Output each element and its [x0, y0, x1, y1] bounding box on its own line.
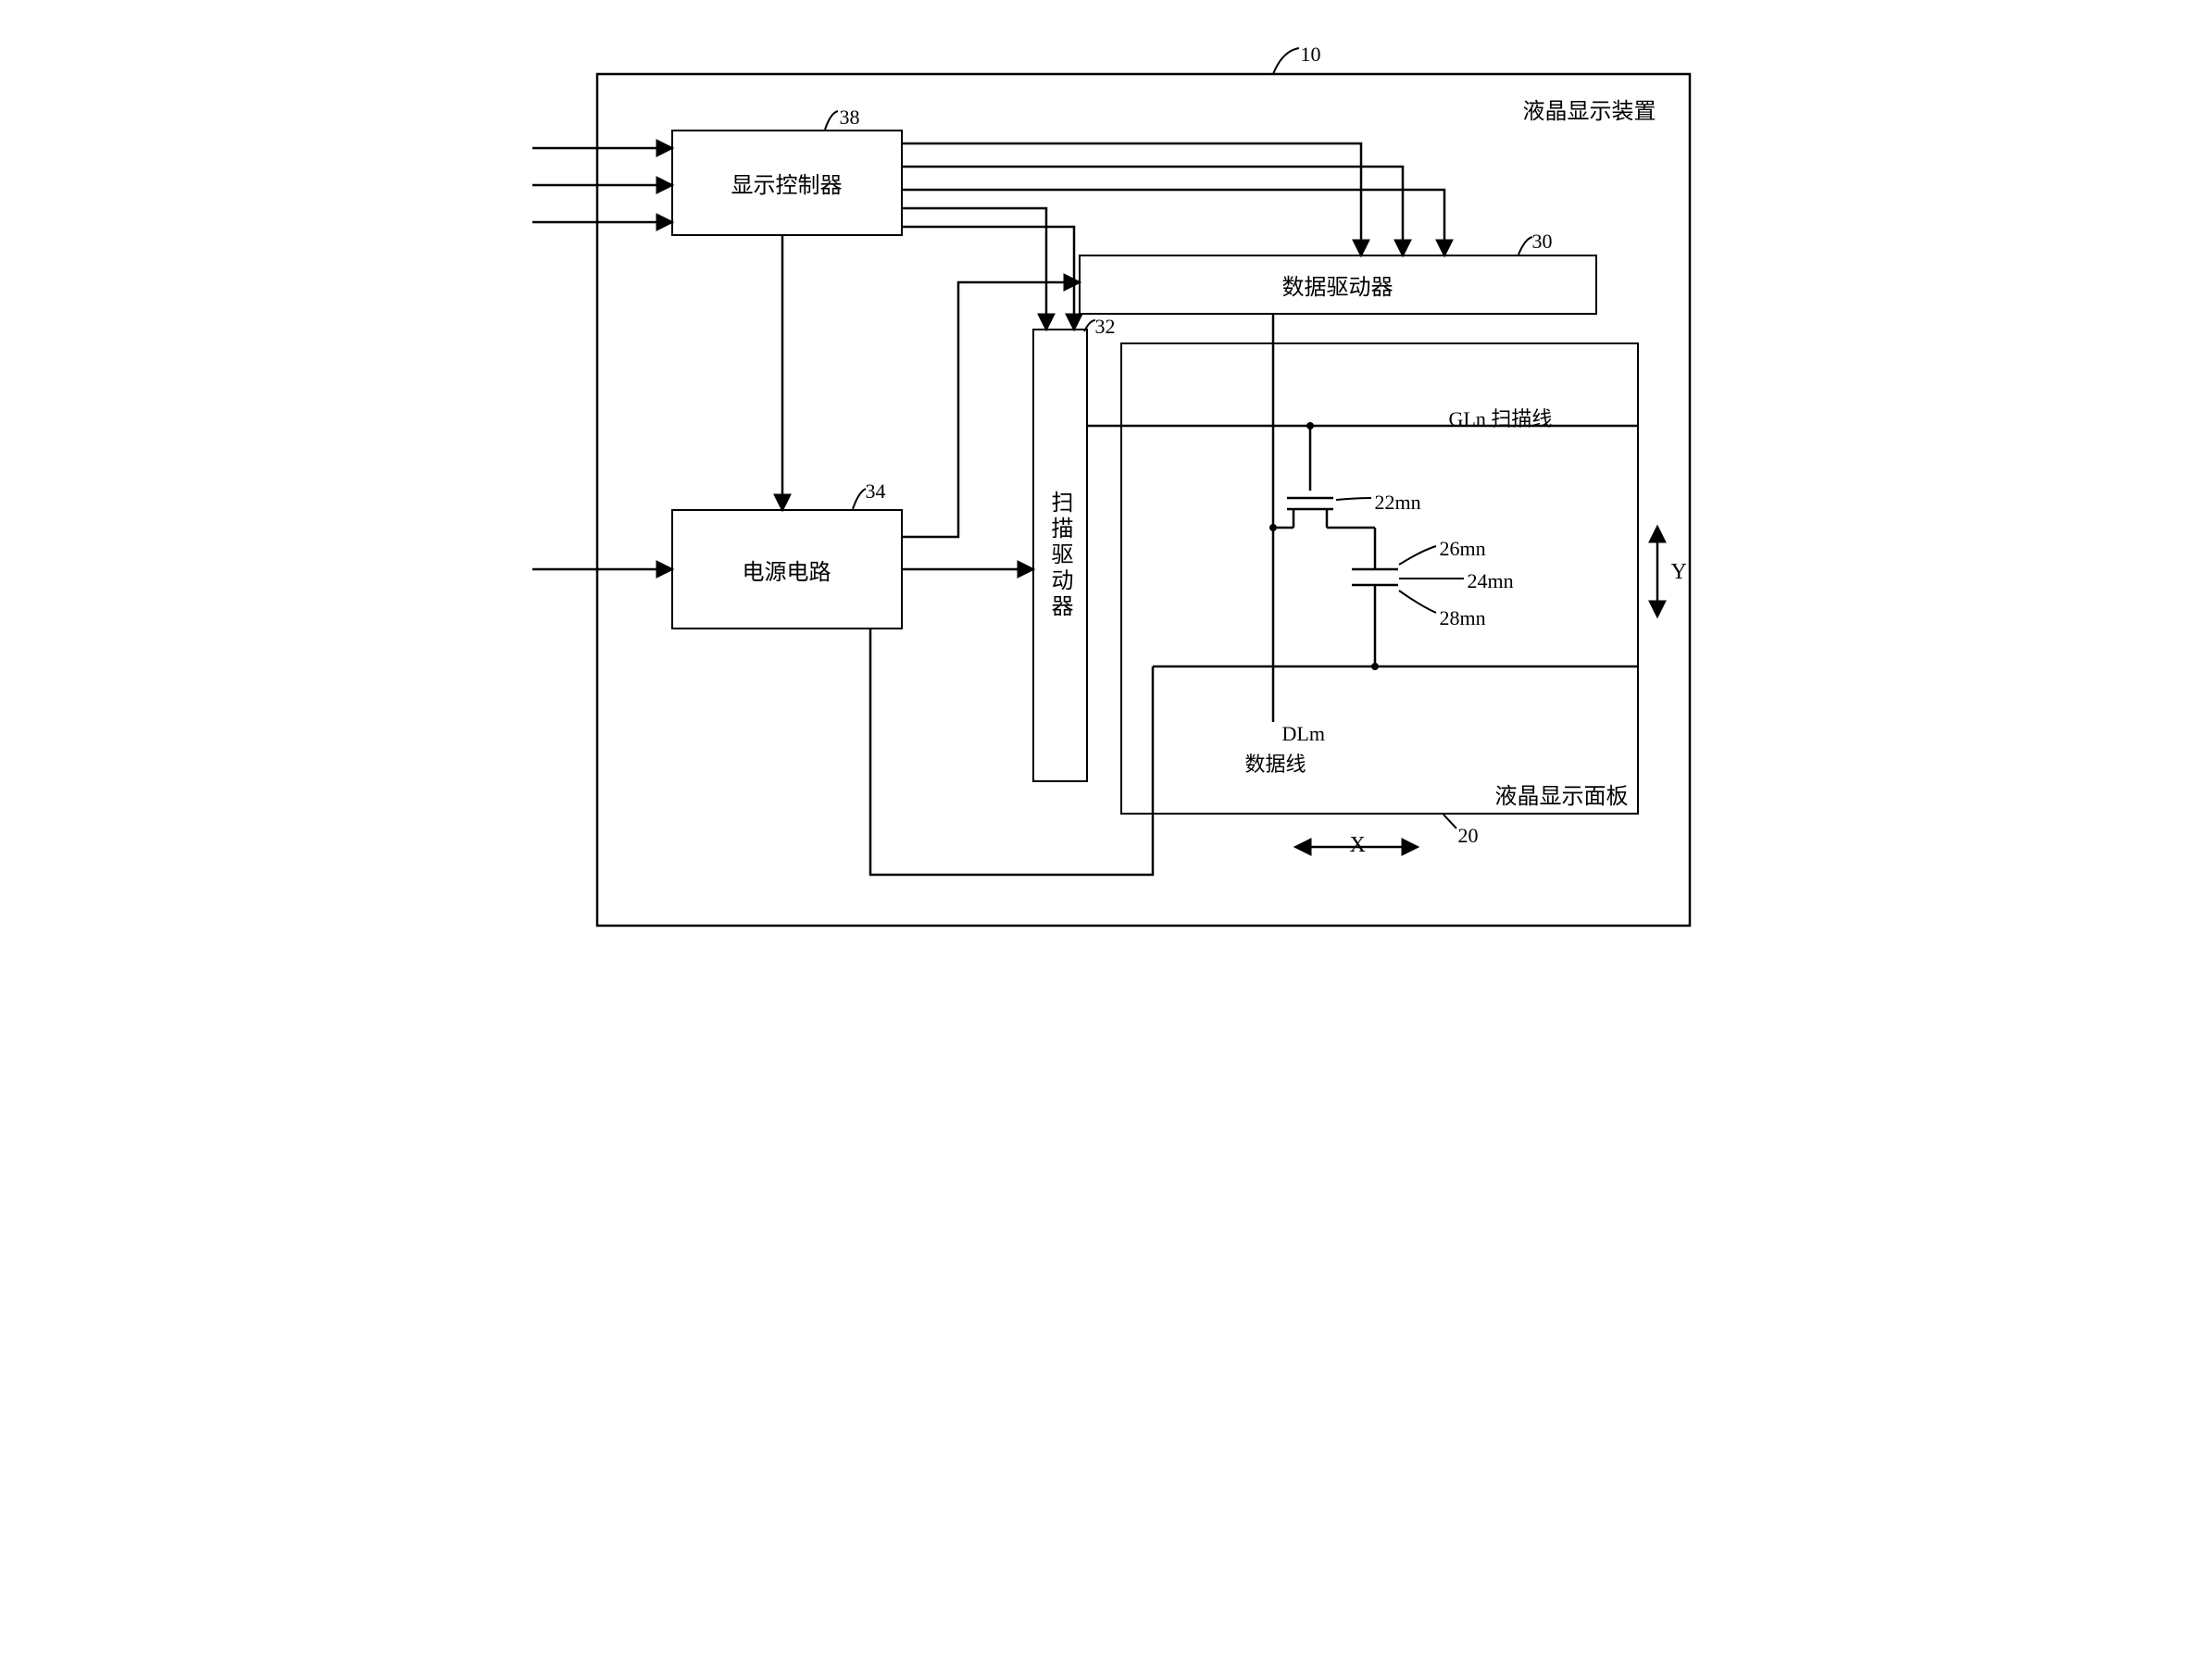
y-axis-label: Y: [1671, 560, 1687, 585]
ref-outer: 10: [1301, 43, 1321, 67]
outer-title: 液晶显示装置: [1523, 93, 1656, 125]
tft-ref: 22mn: [1375, 491, 1421, 515]
scan-driver-label: 扫描驱动器: [1044, 491, 1076, 620]
block-data-driver: 数据驱动器: [1079, 255, 1597, 315]
ref-controller: 38: [840, 106, 860, 130]
cap-ref-bot: 28mn: [1440, 606, 1486, 630]
ref-power: 34: [866, 479, 886, 504]
controller-label: 显示控制器: [731, 167, 843, 199]
block-controller: 显示控制器: [671, 130, 903, 236]
scan-line-label: GLn 扫描线: [1449, 403, 1553, 432]
block-scan-driver: 扫描驱动器: [1032, 329, 1088, 782]
x-axis-label: X: [1350, 833, 1366, 858]
block-panel: [1120, 342, 1639, 815]
data-line-label-2: 数据线: [1245, 748, 1306, 778]
cap-ref-mid: 24mn: [1468, 569, 1514, 593]
cap-ref-top: 26mn: [1440, 537, 1486, 561]
power-label: 电源电路: [743, 554, 831, 586]
data-driver-label: 数据驱动器: [1282, 268, 1393, 301]
ref-data-driver: 30: [1532, 230, 1553, 254]
panel-title: 液晶显示面板: [1495, 778, 1629, 810]
data-line-label-1: DLm: [1282, 722, 1325, 746]
ref-panel: 20: [1458, 824, 1479, 848]
block-power: 电源电路: [671, 509, 903, 629]
ref-scan-driver: 32: [1095, 315, 1116, 339]
